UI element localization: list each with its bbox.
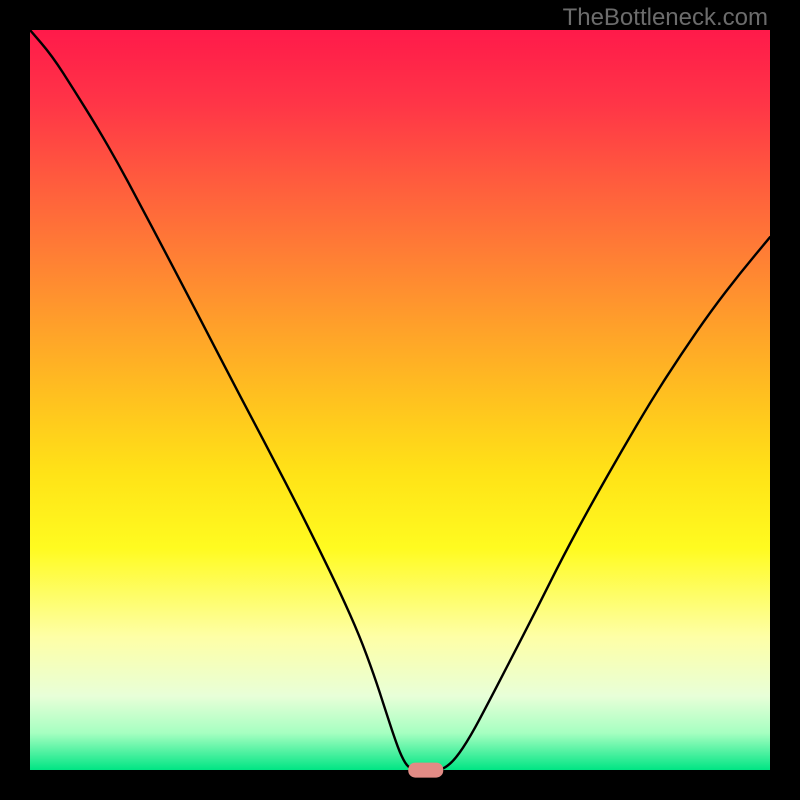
chart-frame: TheBottleneck.com bbox=[0, 0, 800, 800]
minimum-marker bbox=[408, 763, 444, 778]
bottleneck-curve bbox=[30, 30, 770, 770]
plot-area bbox=[30, 30, 770, 770]
watermark-text: TheBottleneck.com bbox=[563, 4, 768, 32]
